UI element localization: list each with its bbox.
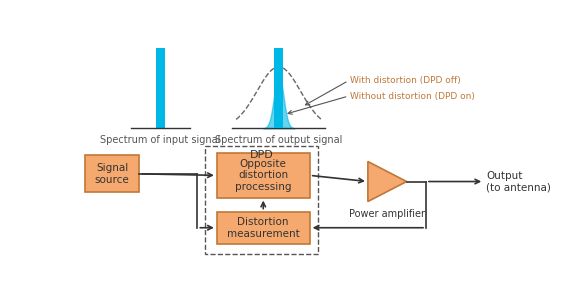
Polygon shape <box>368 161 407 202</box>
Bar <box>274 47 284 128</box>
Text: Signal
source: Signal source <box>95 163 130 184</box>
Text: Opposite
distortion
processing: Opposite distortion processing <box>235 159 292 192</box>
Bar <box>217 212 310 244</box>
Bar <box>85 155 139 192</box>
Text: Spectrum of output signal: Spectrum of output signal <box>215 135 342 145</box>
Bar <box>217 153 310 198</box>
Text: Without distortion (DPD on): Without distortion (DPD on) <box>350 92 475 100</box>
Text: Distortion
measurement: Distortion measurement <box>227 217 299 239</box>
Bar <box>205 146 318 254</box>
Text: With distortion (DPD off): With distortion (DPD off) <box>350 76 461 85</box>
Text: Power amplifier: Power amplifier <box>349 209 425 219</box>
Bar <box>156 47 165 128</box>
Text: Output
(to antenna): Output (to antenna) <box>487 171 551 192</box>
Text: DPD: DPD <box>249 150 273 160</box>
Text: Spectrum of input signal: Spectrum of input signal <box>100 135 220 145</box>
